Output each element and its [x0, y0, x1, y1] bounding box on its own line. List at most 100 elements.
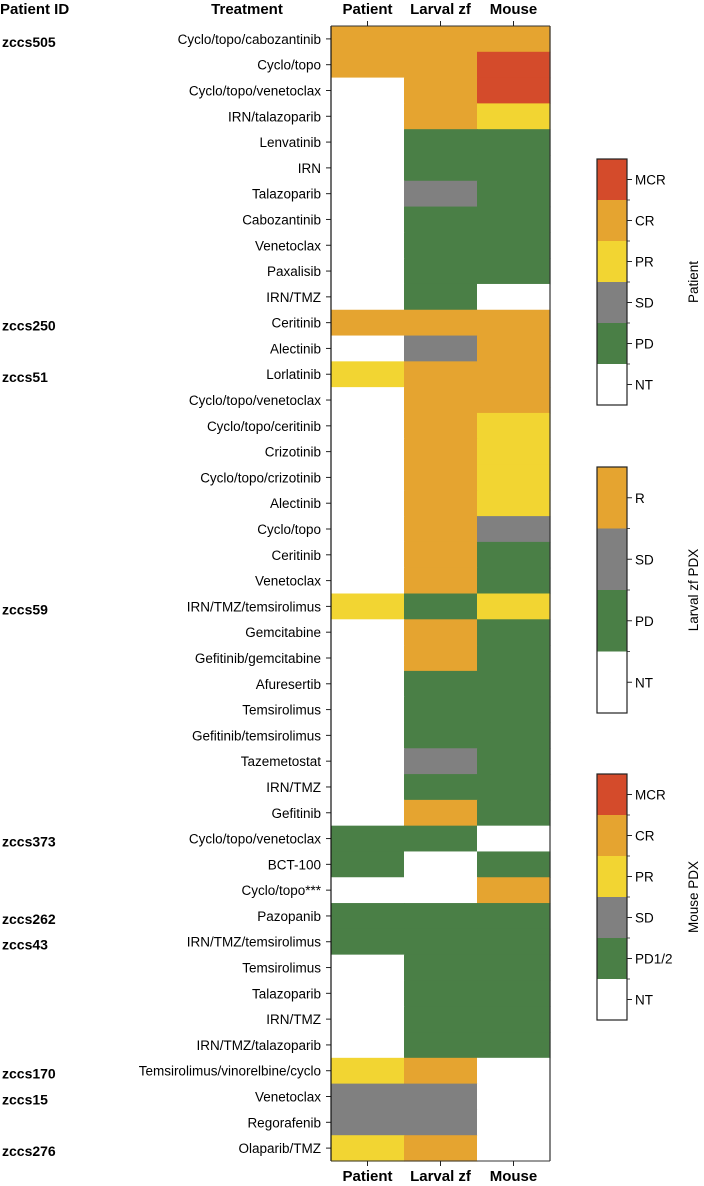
treatment-label: Paxalisib	[267, 264, 321, 279]
heatmap-cell	[477, 154, 551, 182]
treatment-label: Talazoparib	[252, 986, 321, 1001]
heatmap-cell	[331, 645, 405, 672]
heatmap-cell	[331, 258, 405, 285]
heatmap-cell	[477, 490, 551, 517]
heatmap-cell	[477, 180, 551, 208]
legend-larval: R SD PD NT Larval zf PDX	[596, 466, 701, 714]
treatment-label: Lorlatinib	[266, 367, 321, 382]
column-label-bottom: Patient	[342, 1168, 392, 1185]
treatment-label: Cabozantinib	[242, 212, 321, 227]
treatment-label: Talazoparib	[252, 187, 321, 202]
heatmap-cell	[404, 928, 478, 956]
heatmap-cell	[404, 567, 478, 595]
legend-label: R	[635, 491, 645, 506]
heatmap-cell	[404, 1083, 478, 1111]
heatmap-cell	[404, 722, 478, 749]
treatment-label: Regorafenib	[247, 1115, 321, 1130]
heatmap-cell	[477, 387, 551, 414]
heatmap-cell	[331, 954, 405, 982]
heatmap-cell	[404, 438, 478, 466]
legend-label: SD	[635, 296, 654, 311]
heatmap-cell	[331, 26, 405, 53]
heatmap-cell	[331, 309, 405, 337]
heatmap-cell	[331, 877, 405, 904]
heatmap-cell	[477, 928, 551, 956]
patient-id-label: zccs250	[2, 318, 56, 334]
heatmap-cell	[477, 774, 551, 801]
treatment-label: Alectinib	[270, 496, 321, 511]
treatment-label: Temsirolimus/vinorelbine/cyclo	[139, 1064, 321, 1079]
heatmap-cell	[404, 464, 478, 491]
patient-id-label: zccs505	[2, 34, 56, 50]
patient-id-label: zccs276	[2, 1143, 56, 1159]
legend-frame	[596, 773, 628, 1021]
treatment-label: Cyclo/topo/venetoclax	[189, 83, 321, 98]
heatmap-cell	[404, 980, 478, 1007]
treatment-label: Cyclo/topo	[257, 522, 321, 537]
treatment-label: IRN/TMZ	[266, 290, 321, 305]
heatmap-cell	[331, 567, 405, 595]
legend-swatch	[597, 200, 627, 242]
legend-label: NT	[635, 378, 653, 393]
treatment-label: Gefitinib/gemcitabine	[195, 651, 321, 666]
heatmap-cell	[331, 516, 405, 543]
treatment-label: IRN/TMZ	[266, 780, 321, 795]
heatmap-cell	[477, 335, 551, 362]
treatment-label: IRN/talazoparib	[228, 109, 321, 124]
legend-patient: MCR CR PR SD PD NT Patient	[596, 158, 701, 406]
heatmap-cell	[404, 361, 478, 388]
heatmap-cell	[404, 412, 478, 440]
heatmap-cell	[331, 77, 405, 104]
patient-id-label: zccs51	[2, 369, 48, 385]
column-label-bottom: Larval zf	[410, 1168, 472, 1185]
heatmap-cell	[331, 283, 405, 311]
heatmap-cell	[477, 851, 551, 878]
legend-swatch	[597, 774, 627, 816]
heatmap-cell	[477, 903, 551, 930]
legend-label: MCR	[635, 173, 666, 188]
legend-label: PD1/2	[635, 952, 673, 967]
heatmap-cell	[477, 722, 551, 749]
heatmap-cell	[331, 51, 405, 79]
heatmap-cell	[477, 438, 551, 466]
heatmap-cell	[331, 541, 405, 569]
treatment-label: Tazemetostat	[241, 754, 322, 769]
heatmap-cell	[404, 954, 478, 982]
heatmap-cell	[331, 1083, 405, 1111]
legend-title: Mouse PDX	[686, 861, 701, 933]
heatmap-cell	[404, 387, 478, 414]
legend-label: CR	[635, 214, 655, 229]
heatmap-cell	[477, 1109, 551, 1136]
legend-label: PD	[635, 337, 654, 352]
heatmap-axes: Patient Patient Larval zf Larval zf Mouse Mou…	[326, 1, 551, 1185]
heatmap-cell	[477, 541, 551, 569]
treatment-label: Olaparib/TMZ	[238, 1141, 321, 1156]
heatmap-cell	[331, 825, 405, 853]
heatmap-cell	[404, 1109, 478, 1136]
treatment-label: Gefitinib/temsirolimus	[192, 728, 321, 743]
heatmap-cell	[477, 129, 551, 156]
treatment-label: IRN/TMZ	[266, 1012, 321, 1027]
heatmap-cell	[404, 670, 478, 698]
treatment-label: Temsirolimus	[242, 703, 321, 718]
legend-swatch	[597, 651, 627, 714]
heatmap-cell	[331, 387, 405, 414]
heatmap-cell	[331, 903, 405, 930]
heatmap-cell	[404, 619, 478, 646]
column-label-top: Larval zf	[410, 1, 472, 18]
patient-id-label: zccs43	[2, 937, 48, 953]
heatmap-cell	[331, 464, 405, 491]
heatmap-cell	[404, 541, 478, 569]
heatmap-cell	[404, 283, 478, 311]
heatmap-cell	[331, 438, 405, 466]
heatmap-cell	[404, 799, 478, 827]
heatmap-cell	[331, 1057, 405, 1085]
legend-swatch	[597, 856, 627, 898]
heatmap-cell	[331, 1109, 405, 1136]
heatmap-cell	[404, 645, 478, 672]
heatmap-cell	[477, 1135, 551, 1162]
legend-swatch	[597, 528, 627, 591]
treatment-label: Gemcitabine	[245, 625, 321, 640]
heatmap-cell	[331, 232, 405, 259]
heatmap-cell	[331, 851, 405, 878]
